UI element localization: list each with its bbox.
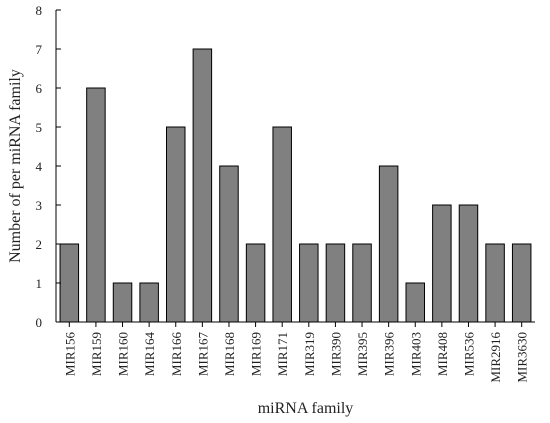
bar-mir171 [272, 126, 292, 323]
bar-mir159 [86, 87, 106, 323]
x-axis-ticks: MIR156 MIR159 MIR160 MIR164 MIR166 MIR167 MIR1… [62, 322, 530, 383]
bar-mir167 [192, 48, 213, 323]
x-axis-title: miRNA family [258, 400, 354, 417]
y-tick-label: 3 [36, 198, 43, 213]
y-tick-label: 7 [36, 42, 43, 57]
bar-mir536 [458, 204, 479, 323]
bars-group [59, 48, 532, 323]
x-tick-label: MIR319 [302, 332, 317, 376]
y-tick-label: 1 [36, 276, 43, 291]
y-tick-label: 5 [36, 120, 43, 135]
y-tick-label: 2 [36, 237, 43, 252]
bar-mir319 [299, 243, 319, 323]
x-tick-label: MIR166 [169, 332, 184, 377]
y-axis-title: Number of per miRNA family [7, 69, 24, 263]
y-tick-label: 6 [36, 81, 43, 96]
x-tick-label: MIR164 [142, 332, 157, 377]
x-tick-label: MIR403 [408, 332, 423, 376]
bar-mir156 [59, 243, 80, 323]
bar-mir395 [352, 243, 372, 323]
x-tick-label: MIR160 [116, 332, 131, 376]
bar-mir408 [432, 204, 452, 323]
x-tick-label: MIR169 [249, 332, 264, 376]
bar-mir169 [245, 243, 266, 323]
bar-mir164 [139, 282, 159, 323]
x-tick-label: MIR2916 [488, 332, 503, 383]
x-tick-label: MIR396 [382, 332, 397, 377]
x-tick-label: MIR390 [328, 332, 343, 376]
y-axis-ticks: 0 1 2 3 4 5 6 7 8 [36, 3, 61, 330]
x-tick-label: MIR171 [275, 332, 290, 376]
x-tick-label: MIR536 [461, 332, 476, 377]
bar-mir390 [325, 243, 346, 323]
x-tick-label: MIR167 [195, 332, 210, 377]
bar-mir166 [166, 126, 186, 323]
y-tick-label: 8 [36, 3, 43, 18]
x-tick-label: MIR168 [222, 332, 237, 376]
bar-mir168 [219, 165, 239, 323]
bar-mir403 [405, 282, 425, 323]
x-tick-label: MIR159 [89, 332, 104, 376]
x-tick-label: MIR3630 [515, 332, 530, 383]
bar-mir3630 [511, 243, 532, 323]
bar-mir2916 [485, 243, 505, 323]
x-tick-label: MIR408 [435, 332, 450, 376]
bar-mir160 [112, 282, 133, 323]
x-tick-label: MIR395 [355, 332, 370, 376]
bar-mir396 [378, 165, 399, 323]
y-tick-label: 4 [36, 159, 43, 174]
y-tick-label: 0 [36, 315, 43, 330]
x-tick-label: MIR156 [62, 332, 77, 377]
